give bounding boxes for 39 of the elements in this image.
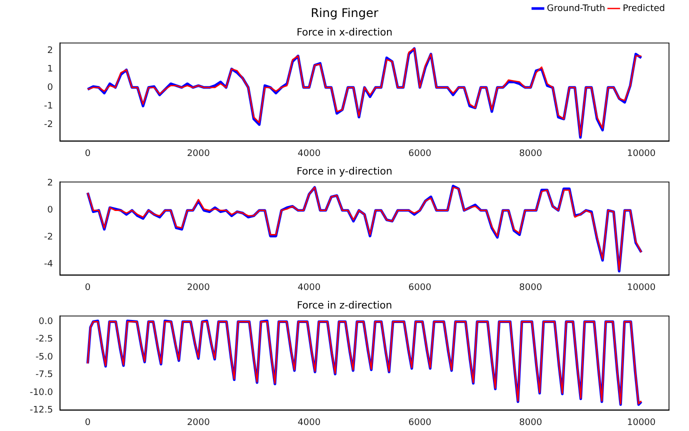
x-tick-label: 2000	[186, 148, 210, 159]
legend-label: Predicted	[622, 4, 665, 14]
y-tick-label: -12.5	[30, 406, 53, 416]
y-tick-label: 0.0	[38, 317, 54, 328]
x-tick-label: 0	[84, 282, 91, 293]
chart-title: Force in y-direction	[296, 166, 392, 178]
y-tick-label: 2	[47, 178, 53, 189]
chart-title: Force in z-direction	[296, 300, 392, 312]
y-tick-label: 0	[47, 206, 54, 216]
y-tick-label: -2	[44, 120, 53, 130]
y-tick-label: 1	[47, 64, 53, 74]
y-tick-label: -10.0	[30, 388, 54, 398]
x-tick-label: 10000	[627, 282, 656, 293]
x-tick-label: 6000	[408, 282, 432, 293]
y-tick-label: 0	[47, 82, 54, 93]
x-tick-label: 6000	[408, 418, 432, 428]
x-tick-label: 8000	[519, 282, 542, 293]
x-tick-label: 8000	[519, 418, 542, 428]
y-tick-label: -1	[44, 101, 53, 112]
x-tick-label: 4000	[298, 282, 321, 293]
y-tick-label: 2	[47, 46, 53, 56]
x-tick-label: 10000	[627, 418, 656, 428]
chart-title: Force in x-direction	[296, 28, 392, 39]
text: Ring Finger	[310, 6, 378, 20]
x-tick-label: 0	[84, 148, 91, 159]
x-tick-label: 4000	[298, 148, 321, 159]
legend-label: Ground-Truth	[546, 4, 606, 14]
y-tick-label: -4	[44, 260, 54, 270]
x-tick-label: 0	[84, 418, 91, 428]
y-tick-label: -2	[44, 232, 53, 243]
x-tick-label: 10000	[627, 148, 656, 159]
x-tick-label: 4000	[298, 418, 321, 428]
x-tick-label: 6000	[408, 148, 432, 159]
y-tick-label: -7.5	[35, 370, 53, 380]
x-tick-label: 2000	[186, 282, 210, 293]
y-tick-label: -5.0	[35, 352, 54, 362]
x-tick-label: 8000	[519, 148, 542, 159]
y-tick-label: -2.5	[35, 334, 53, 345]
x-tick-label: 2000	[186, 418, 210, 428]
